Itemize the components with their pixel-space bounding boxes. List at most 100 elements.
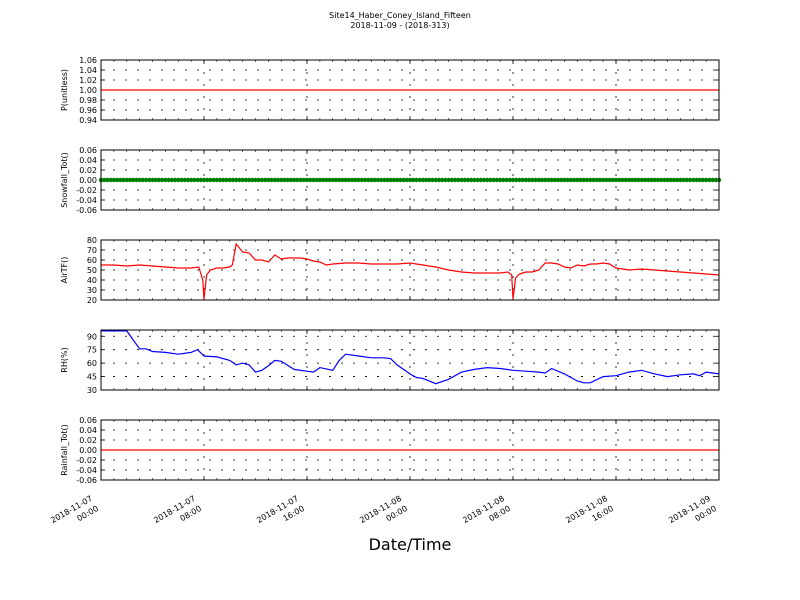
y-axis-label: AirTF() <box>60 257 69 284</box>
y-tick-label: 0.02 <box>79 436 97 445</box>
series-marker <box>404 177 409 183</box>
series-marker <box>311 177 316 183</box>
series-marker <box>604 177 609 183</box>
series-marker <box>456 177 461 183</box>
series-marker <box>539 177 545 183</box>
series-marker <box>478 177 483 183</box>
y-tick-label: 60 <box>87 256 97 265</box>
series-marker <box>407 177 413 183</box>
series-marker <box>221 177 226 183</box>
series-marker <box>417 177 422 183</box>
y-tick-label: -0.02 <box>76 186 97 195</box>
y-axis-label: RH(%) <box>60 347 69 372</box>
series-marker <box>440 177 445 183</box>
series-marker <box>629 177 635 183</box>
series-marker <box>623 177 628 183</box>
series-marker <box>253 177 258 183</box>
series-marker <box>201 177 207 183</box>
series-marker <box>446 177 451 183</box>
chart-panels: 0.940.960.981.001.021.041.06 P(unitless) -… <box>60 56 722 485</box>
series-marker <box>411 177 416 183</box>
series-marker <box>372 177 377 183</box>
series-marker <box>308 177 313 183</box>
series-marker <box>578 177 583 183</box>
series-marker <box>250 177 255 183</box>
y-tick-label: 40 <box>87 276 97 285</box>
y-tick-label: 1.04 <box>79 66 97 75</box>
series-marker <box>298 177 303 183</box>
panel-2: -0.06-0.04-0.020.000.020.040.06 Snowfall_… <box>60 146 722 215</box>
series-marker <box>333 177 339 183</box>
series-marker <box>343 177 348 183</box>
y-tick-label: 50 <box>87 266 97 275</box>
figure-subtitle: 2018-11-09 - (2018-313) <box>350 21 449 30</box>
series-marker <box>205 177 210 183</box>
series-marker <box>430 177 435 183</box>
series-marker <box>176 177 181 183</box>
series-marker <box>568 177 574 183</box>
series-marker <box>147 177 152 183</box>
series-marker <box>423 177 429 183</box>
series-marker <box>526 177 532 183</box>
series-marker <box>536 177 541 183</box>
series-marker <box>588 177 593 183</box>
series-marker <box>131 177 136 183</box>
series-marker <box>684 177 689 183</box>
series-marker <box>433 177 438 183</box>
series-marker <box>414 177 419 183</box>
series-marker <box>475 177 480 183</box>
series-marker <box>243 177 248 183</box>
y-axis-label: Rainfall_Tot() <box>60 424 69 476</box>
series-marker <box>591 177 596 183</box>
series-marker <box>198 177 203 183</box>
y-tick-label: 70 <box>87 246 97 255</box>
series-marker <box>546 177 551 183</box>
series-marker <box>385 177 390 183</box>
series-marker <box>227 177 232 183</box>
y-tick-label: 0.06 <box>79 146 97 155</box>
series-marker <box>665 177 670 183</box>
series-marker <box>378 177 384 183</box>
series-marker <box>401 177 406 183</box>
series-marker <box>517 177 522 183</box>
series-marker <box>394 177 400 183</box>
y-tick-label: 45 <box>87 373 97 382</box>
series-marker <box>469 177 474 183</box>
series-marker <box>671 177 677 183</box>
series-marker <box>485 177 490 183</box>
series-marker <box>195 177 200 183</box>
y-tick-label: 75 <box>87 346 97 355</box>
series-marker <box>346 177 351 183</box>
series-marker <box>137 177 142 183</box>
series-marker <box>436 177 442 183</box>
series-marker <box>572 177 577 183</box>
y-tick-label: -0.04 <box>76 466 97 475</box>
series-marker <box>327 177 332 183</box>
series-marker <box>317 177 323 183</box>
series-marker <box>359 177 364 183</box>
series-marker <box>163 177 168 183</box>
y-tick-label: -0.02 <box>76 456 97 465</box>
series-marker <box>520 177 525 183</box>
series-marker <box>291 177 297 183</box>
series-marker <box>282 177 287 183</box>
series-marker <box>304 177 310 183</box>
series-marker <box>263 177 268 183</box>
series-marker <box>700 177 706 183</box>
series-marker <box>420 177 426 183</box>
series-marker <box>494 177 500 183</box>
series-marker <box>581 177 586 183</box>
series-marker <box>707 177 712 183</box>
series-marker <box>562 177 567 183</box>
series-marker <box>272 177 277 183</box>
panel-5: -0.06-0.04-0.020.000.020.040.06 Rainfall_… <box>60 416 720 485</box>
y-tick-label: 1.06 <box>79 56 97 65</box>
series-marker <box>607 177 612 183</box>
series-marker <box>105 177 110 183</box>
series-marker <box>375 177 380 183</box>
series-marker <box>655 177 660 183</box>
series-marker <box>295 177 300 183</box>
